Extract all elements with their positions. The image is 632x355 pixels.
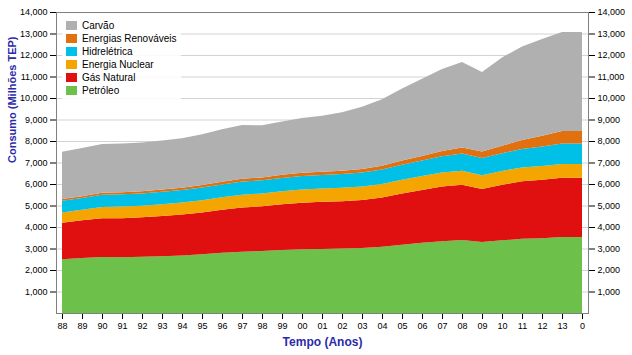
svg-text:88: 88 [57, 321, 67, 331]
svg-text:9,000: 9,000 [25, 115, 48, 125]
svg-text:12: 12 [537, 321, 547, 331]
svg-text:12,000: 12,000 [20, 50, 48, 60]
svg-text:5,000: 5,000 [598, 201, 621, 211]
svg-text:14,000: 14,000 [598, 7, 626, 17]
svg-text:13,000: 13,000 [598, 29, 626, 39]
svg-text:2,000: 2,000 [598, 265, 621, 275]
svg-text:6,000: 6,000 [598, 179, 621, 189]
svg-text:11,000: 11,000 [598, 72, 625, 82]
svg-text:00: 00 [297, 321, 307, 331]
svg-text:10: 10 [497, 321, 507, 331]
svg-text:90: 90 [97, 321, 107, 331]
svg-text:93: 93 [157, 321, 167, 331]
svg-text:08: 08 [457, 321, 467, 331]
svg-text:11: 11 [518, 321, 527, 331]
svg-text:04: 04 [377, 321, 387, 331]
svg-text:3,000: 3,000 [598, 244, 621, 254]
svg-text:92: 92 [137, 321, 147, 331]
svg-text:0: 0 [580, 321, 585, 331]
svg-text:4,000: 4,000 [598, 222, 621, 232]
html-text:Hidrelétrica: Hidrelétrica [82, 46, 133, 57]
svg-text:02: 02 [337, 321, 347, 331]
svg-text:13: 13 [557, 321, 567, 331]
svg-text:03: 03 [357, 321, 367, 331]
svg-text:10,000: 10,000 [20, 93, 48, 103]
svg-text:12,000: 12,000 [598, 50, 626, 60]
svg-text:07: 07 [437, 321, 447, 331]
svg-text:01: 01 [317, 321, 327, 331]
svg-text:91: 91 [117, 321, 127, 331]
svg-text:8,000: 8,000 [25, 136, 48, 146]
svg-text:89: 89 [77, 321, 87, 331]
html-text:Petróleo: Petróleo [82, 85, 120, 96]
svg-text:05: 05 [397, 321, 407, 331]
svg-text:3,000: 3,000 [25, 244, 48, 254]
svg-text:8,000: 8,000 [598, 136, 621, 146]
svg-text:6,000: 6,000 [25, 179, 48, 189]
svg-text:9,000: 9,000 [598, 115, 621, 125]
svg-text:Tempo (Anos): Tempo (Anos) [283, 335, 363, 349]
svg-text:1,000: 1,000 [25, 287, 48, 297]
svg-text:96: 96 [217, 321, 227, 331]
svg-text:99: 99 [277, 321, 287, 331]
svg-text:7,000: 7,000 [598, 158, 621, 168]
svg-text:1,000: 1,000 [598, 287, 621, 297]
svg-text:5,000: 5,000 [25, 201, 48, 211]
html-text:Energias Renováveis: Energias Renováveis [82, 33, 177, 44]
svg-text:10,000: 10,000 [598, 93, 626, 103]
svg-text:97: 97 [237, 321, 247, 331]
html-text:Carvão: Carvão [82, 20, 115, 31]
svg-text:14,000: 14,000 [20, 7, 48, 17]
svg-text:11,000: 11,000 [21, 72, 48, 82]
svg-text:7,000: 7,000 [25, 158, 48, 168]
svg-text:06: 06 [417, 321, 427, 331]
html-text:Energia Nuclear: Energia Nuclear [82, 59, 154, 70]
svg-text:Consumo (Milhões TEP): Consumo (Milhões TEP) [6, 36, 18, 163]
html-text:Gás Natural: Gás Natural [82, 72, 136, 83]
svg-text:09: 09 [477, 321, 487, 331]
svg-text:94: 94 [177, 321, 187, 331]
svg-text:98: 98 [257, 321, 267, 331]
svg-text:2,000: 2,000 [25, 265, 48, 275]
svg-text:13,000: 13,000 [20, 29, 48, 39]
svg-text:4,000: 4,000 [25, 222, 48, 232]
svg-text:95: 95 [197, 321, 207, 331]
